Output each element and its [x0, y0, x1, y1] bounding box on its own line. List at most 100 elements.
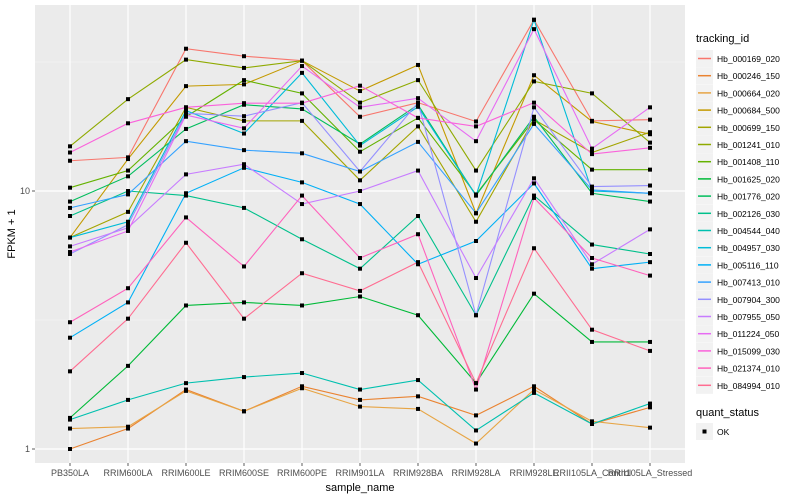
data-point [184, 172, 188, 177]
data-point [184, 240, 188, 245]
data-point [184, 57, 188, 62]
data-point [532, 121, 536, 126]
data-point [648, 105, 652, 110]
data-point [648, 405, 652, 410]
data-point [532, 181, 536, 186]
data-point [474, 313, 478, 318]
data-point [416, 62, 420, 67]
data-point [300, 101, 304, 106]
x-tick-label: RRIM600PE [277, 468, 327, 478]
x-tick-label: RRII105LA_Stressed [608, 468, 693, 478]
data-point [532, 27, 536, 32]
data-point [358, 83, 362, 88]
data-point [590, 152, 594, 157]
x-tick-label: PB350LA [51, 468, 89, 478]
data-point [590, 262, 594, 267]
data-point [474, 193, 478, 198]
data-point [68, 335, 72, 340]
legend-label: Hb_001408_110 [717, 157, 780, 167]
data-point [532, 390, 536, 395]
data-point [590, 119, 594, 124]
data-point [590, 187, 594, 192]
data-point [358, 288, 362, 293]
legend-label: Hb_001241_010 [717, 140, 780, 150]
data-point [126, 121, 130, 126]
data-point [126, 174, 130, 179]
data-point [242, 300, 246, 305]
data-point [126, 225, 130, 230]
data-point [416, 168, 420, 173]
data-point [242, 78, 246, 83]
y-tick-label: 10 [20, 186, 30, 196]
legend-label: Hb_002126_030 [717, 209, 780, 219]
data-point [68, 144, 72, 149]
data-point [184, 193, 188, 198]
x-tick-label: RRIM600SE [219, 468, 269, 478]
data-point [300, 106, 304, 111]
y-axis-title: FPKM + 1 [6, 209, 18, 258]
data-point [648, 348, 652, 353]
data-point [532, 291, 536, 296]
data-point [532, 387, 536, 392]
data-point [358, 202, 362, 207]
data-point [68, 205, 72, 210]
data-point [532, 117, 536, 122]
x-axis-title: sample_name [325, 482, 394, 494]
data-point [590, 327, 594, 332]
data-point [416, 262, 420, 267]
x-tick-label: RRIM901LA [335, 468, 384, 478]
data-point [648, 227, 652, 232]
legend-label: Hb_001625_020 [717, 174, 780, 184]
data-point [648, 183, 652, 188]
data-point [532, 195, 536, 200]
legend-label: Hb_021374_010 [717, 364, 780, 374]
data-point [126, 222, 130, 227]
data-point [68, 369, 72, 374]
data-point [184, 84, 188, 89]
data-point [126, 97, 130, 102]
data-point [242, 126, 246, 131]
x-axis-ticks: PB350LA RRIM600LA RRIM600LE RRIM600SE RRIM60… [51, 463, 692, 478]
data-point [648, 130, 652, 135]
data-point [358, 294, 362, 299]
data-point [358, 387, 362, 392]
data-point [416, 394, 420, 399]
data-point [532, 176, 536, 181]
data-point [416, 100, 420, 105]
data-point [68, 214, 72, 219]
data-point [126, 363, 130, 368]
data-point [532, 17, 536, 22]
data-point [532, 73, 536, 78]
data-point [242, 101, 246, 106]
data-point [358, 89, 362, 94]
data-point [648, 145, 652, 150]
series-points [68, 17, 652, 451]
data-point [184, 191, 188, 196]
data-point [300, 180, 304, 185]
x-tick-label: RRIM600LE [161, 468, 210, 478]
data-point [358, 169, 362, 174]
data-point [648, 339, 652, 344]
data-point [648, 191, 652, 196]
data-point [242, 114, 246, 119]
x-tick-label: RRIM928LA [451, 468, 500, 478]
data-point [358, 114, 362, 119]
data-point [184, 381, 188, 386]
data-point [68, 250, 72, 255]
data-point [358, 404, 362, 409]
data-point [416, 406, 420, 411]
data-point [184, 215, 188, 220]
data-point [242, 165, 246, 170]
legend-label: Hb_007904_300 [717, 295, 780, 305]
data-point [474, 119, 478, 124]
x-tick-label: RRIM928LE [509, 468, 558, 478]
data-point [358, 189, 362, 193]
data-point [416, 115, 420, 120]
data-point [416, 378, 420, 383]
data-point [184, 46, 188, 51]
data-point [648, 251, 652, 256]
legend-label: Hb_004544_040 [717, 226, 780, 236]
data-point [242, 162, 246, 167]
data-point [126, 219, 130, 224]
